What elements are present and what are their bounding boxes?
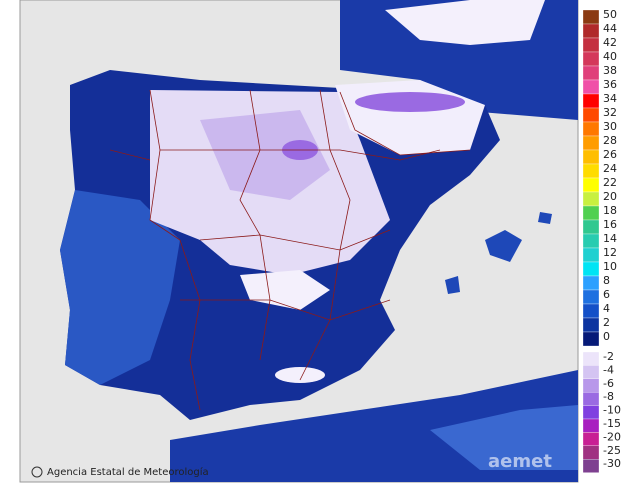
- legend-label: 50: [603, 8, 617, 21]
- legend-label: 12: [603, 246, 617, 259]
- legend-label: 2: [603, 316, 610, 329]
- legend-swatch: [582, 23, 600, 39]
- legend-swatch: [582, 432, 600, 446]
- menorca: [538, 212, 552, 224]
- legend-swatch: [582, 351, 600, 366]
- legend-swatch: [582, 378, 600, 393]
- legend-label: 6: [603, 288, 610, 301]
- watermark: aemet: [488, 451, 552, 472]
- legend-swatch: [582, 303, 600, 319]
- legend-swatch: [582, 459, 600, 473]
- legend-label: 26: [603, 148, 617, 161]
- legend-label: -15: [603, 417, 621, 430]
- legend-swatch: [582, 135, 600, 151]
- legend: 5044424038363432302826242220181614121086…: [582, 8, 621, 473]
- legend-label: -10: [603, 404, 621, 417]
- legend-swatch: [582, 317, 600, 333]
- legend-swatch: [582, 51, 600, 67]
- legend-swatch: [582, 65, 600, 81]
- pyrenees-peak: [355, 92, 465, 112]
- france-cold: [385, 0, 545, 45]
- sierra-nevada: [275, 367, 325, 383]
- legend-swatch: [582, 219, 600, 235]
- legend-swatch: [582, 79, 600, 95]
- legend-label: 36: [603, 78, 617, 91]
- legend-label: -2: [603, 350, 614, 363]
- legend-label: 44: [603, 22, 617, 35]
- legend-label: 34: [603, 92, 617, 105]
- legend-swatch: [582, 205, 600, 221]
- legend-swatch: [582, 418, 600, 433]
- legend-label: 40: [603, 50, 617, 63]
- legend-label: 42: [603, 36, 617, 49]
- legend-label: 16: [603, 218, 617, 231]
- legend-swatch: [582, 261, 600, 277]
- legend-swatch: [582, 149, 600, 165]
- legend-label: -6: [603, 377, 614, 390]
- legend-label: 22: [603, 176, 617, 189]
- portugal-warm: [60, 190, 180, 385]
- legend-label: 28: [603, 134, 617, 147]
- legend-swatch: [582, 365, 600, 379]
- legend-label: 0: [603, 330, 610, 343]
- legend-label: 32: [603, 106, 617, 119]
- legend-label: 8: [603, 274, 610, 287]
- legend-label: 10: [603, 260, 617, 273]
- legend-swatch: [582, 177, 600, 193]
- legend-label: -20: [603, 430, 621, 443]
- legend-label: 38: [603, 64, 617, 77]
- legend-swatch: [582, 275, 600, 291]
- legend-label: -8: [603, 390, 614, 403]
- legend-swatch: [582, 247, 600, 263]
- legend-label: 20: [603, 190, 617, 203]
- legend-swatch: [582, 289, 600, 305]
- legend-label: -25: [603, 444, 621, 457]
- mallorca: [485, 230, 522, 262]
- legend-swatch: [582, 9, 600, 25]
- plateau-colder: [200, 110, 330, 200]
- legend-swatch: [582, 191, 600, 207]
- legend-swatch: [582, 392, 600, 406]
- map: aemet Agencia Estatal de Meteorología: [19, 0, 579, 483]
- borders: [109, 89, 471, 411]
- legend-label: -30: [603, 457, 621, 470]
- legend-swatch: [582, 107, 600, 123]
- legend-swatch: [582, 93, 600, 109]
- legend-swatch: [582, 37, 600, 53]
- ibiza: [445, 276, 460, 294]
- legend-swatch: [582, 405, 600, 420]
- legend-label: 18: [603, 204, 617, 217]
- credit: Agencia Estatal de Meteorología: [47, 466, 209, 478]
- legend-label: 24: [603, 162, 617, 175]
- legend-swatch: [582, 331, 600, 347]
- legend-label: 14: [603, 232, 617, 245]
- legend-swatch: [582, 163, 600, 179]
- legend-label: 30: [603, 120, 617, 133]
- legend-swatch: [582, 233, 600, 249]
- africa-warm: [430, 405, 578, 470]
- legend-label: -4: [603, 363, 614, 376]
- legend-swatch: [582, 445, 600, 460]
- legend-label: 4: [603, 302, 610, 315]
- legend-swatch: [582, 121, 600, 137]
- credit-icon: [31, 466, 43, 478]
